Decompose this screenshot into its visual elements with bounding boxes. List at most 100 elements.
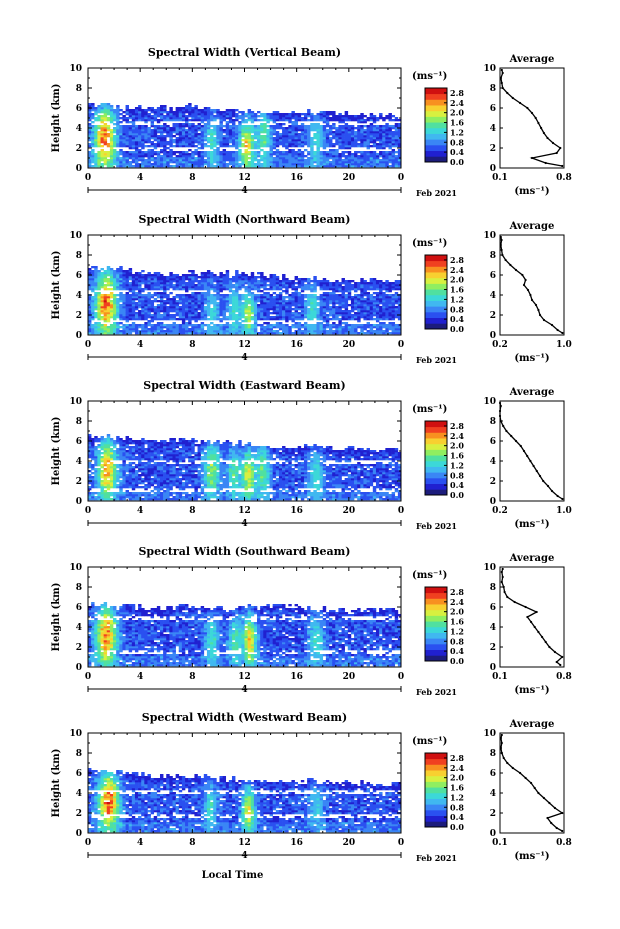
y-tick-label: 4 <box>76 291 82 301</box>
avg-y-tick: 8 <box>490 84 496 94</box>
avg-y-tick: 4 <box>490 457 496 467</box>
avg-x-tick: 0.2 <box>492 340 508 350</box>
avg-point <box>502 756 505 760</box>
avg-frame <box>499 234 565 336</box>
x-tick-label: 8 <box>189 838 195 848</box>
avg-point <box>506 595 509 599</box>
avg-point <box>498 414 502 418</box>
x-axis-title: Local Time <box>202 870 264 881</box>
colorbar-tick: 1.2 <box>450 460 464 470</box>
colorbar-tick: 2.4 <box>450 431 464 441</box>
x-tick-label: 0 <box>85 838 91 848</box>
colorbar-swatch <box>425 483 447 490</box>
y-tick-label: 2 <box>76 643 82 653</box>
avg-y-tick: 2 <box>490 809 496 819</box>
colorbar-swatch <box>425 156 447 163</box>
avg-point <box>498 409 502 413</box>
x-tick-label: 20 <box>343 672 356 682</box>
avg-x-tick: 0.1 <box>492 672 508 682</box>
colorbar-tick: 1.6 <box>450 617 464 627</box>
colorbar-swatch <box>425 655 447 662</box>
avg-point <box>511 766 514 770</box>
colorbar-swatch <box>425 289 447 296</box>
y-tick-label: 10 <box>69 729 82 739</box>
y-tick-label: 0 <box>76 663 82 673</box>
avg-title: Average <box>509 553 555 564</box>
y-tick-label: 6 <box>76 603 82 613</box>
avg-point <box>535 610 538 614</box>
colorbar-swatch <box>425 472 447 479</box>
avg-profile-line <box>499 402 563 500</box>
x-tick-label: 0 <box>85 672 91 682</box>
date-label: Feb 2021 <box>416 687 457 697</box>
avg-y-tick: 0 <box>490 829 496 839</box>
avg-profile-line <box>501 568 564 666</box>
colorbar-tick: 1.2 <box>450 626 464 636</box>
avg-y-tick: 2 <box>490 643 496 653</box>
avg-frame <box>499 67 565 169</box>
avg-point <box>561 497 564 501</box>
panel-title: Spectral Width (Vertical Beam) <box>148 46 341 59</box>
x-tick-label: 12 <box>238 672 251 682</box>
colorbar-swatch <box>425 443 447 450</box>
avg-unit: (ms⁻¹) <box>514 186 549 197</box>
avg-point <box>561 655 564 659</box>
colorbar-swatch <box>425 460 447 467</box>
x-tick-label: 20 <box>343 173 356 183</box>
day-label: 4 <box>241 519 247 529</box>
avg-point <box>544 161 547 165</box>
avg-point <box>500 733 503 737</box>
y-tick-label: 10 <box>69 397 82 407</box>
colorbar-swatch <box>425 105 447 112</box>
colorbar-swatch <box>425 294 447 301</box>
colorbar-tick: 2.0 <box>450 607 464 617</box>
avg-point <box>500 248 503 252</box>
colorbar-tick: 0.8 <box>450 470 464 480</box>
heatmap-cells <box>88 602 402 667</box>
y-tick-label: 2 <box>76 144 82 154</box>
date-label: Feb 2021 <box>416 853 457 863</box>
avg-y-tick: 0 <box>490 497 496 507</box>
y-tick-label: 0 <box>76 164 82 174</box>
colorbar-frame <box>424 420 448 496</box>
colorbar-swatch <box>425 609 447 616</box>
y-tick-label: 8 <box>76 417 82 427</box>
avg-point <box>501 253 504 257</box>
colorbar-swatch <box>425 770 447 777</box>
avg-point <box>530 111 534 115</box>
colorbar-swatch <box>425 477 447 485</box>
avg-point <box>555 151 558 155</box>
colorbar-tick: 0.0 <box>450 490 464 500</box>
x-tick-label: 16 <box>290 506 303 516</box>
colorbar-swatch <box>425 787 447 794</box>
colorbar-frame <box>424 586 448 662</box>
avg-point <box>556 328 559 332</box>
colorbar-swatch <box>425 283 447 290</box>
x-tick-label: 16 <box>290 340 303 350</box>
avg-point <box>502 585 505 589</box>
colorbar-swatch <box>425 809 447 817</box>
colorbar-swatch <box>425 821 447 828</box>
y-axis-label: Height (km) <box>51 417 62 486</box>
colorbar-unit: (ms⁻¹) <box>412 736 447 747</box>
colorbar-swatch <box>425 266 447 273</box>
colorbar-frame <box>424 254 448 330</box>
avg-point <box>542 796 546 800</box>
avg-title: Average <box>509 54 555 65</box>
avg-point <box>502 424 505 428</box>
avg-point <box>519 101 522 105</box>
day-label: 4 <box>241 186 247 196</box>
avg-point <box>524 278 527 282</box>
colorbar-tick: 0.4 <box>450 812 464 822</box>
avg-point <box>524 605 527 609</box>
panel-title: Spectral Width (Northward Beam) <box>139 213 351 226</box>
colorbar-swatch <box>425 621 447 628</box>
avg-point <box>499 404 502 408</box>
colorbar-tick: 0.8 <box>450 636 464 646</box>
avg-point <box>535 469 538 473</box>
y-axis-label: Height (km) <box>51 84 62 153</box>
avg-point <box>501 86 504 90</box>
heatmap-cells <box>88 266 402 335</box>
avg-point <box>506 761 509 765</box>
